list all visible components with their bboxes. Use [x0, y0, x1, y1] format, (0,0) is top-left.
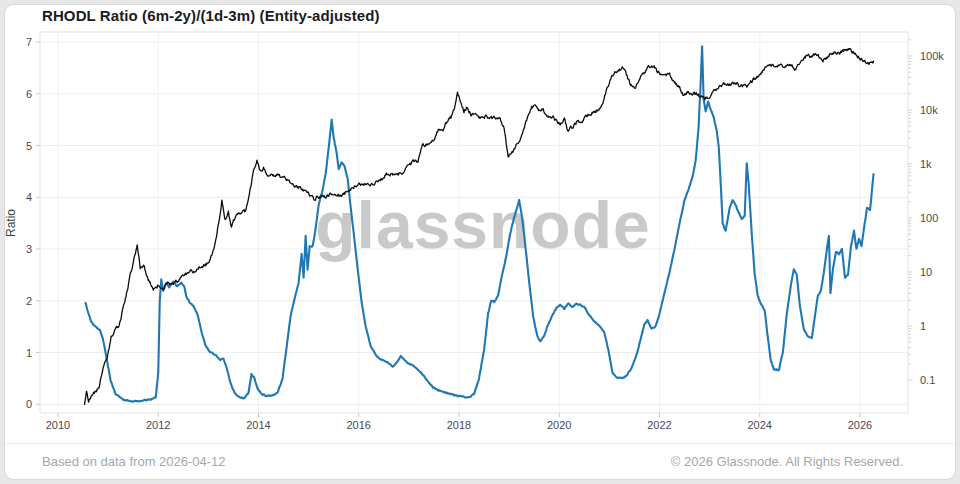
svg-text:1: 1 — [26, 347, 32, 359]
chart-footer: Based on data from 2026-04-12 © 2026 Gla… — [5, 443, 955, 480]
svg-text:0: 0 — [26, 398, 32, 410]
svg-text:Ratio: Ratio — [4, 209, 18, 237]
svg-text:2024: 2024 — [748, 419, 772, 431]
svg-text:6: 6 — [26, 88, 32, 100]
svg-text:2014: 2014 — [246, 419, 270, 431]
svg-text:2020: 2020 — [547, 419, 571, 431]
svg-text:2010: 2010 — [46, 419, 70, 431]
svg-text:5: 5 — [26, 140, 32, 152]
svg-text:100k: 100k — [920, 50, 944, 62]
svg-text:2022: 2022 — [647, 419, 671, 431]
svg-text:0.1: 0.1 — [920, 374, 935, 386]
svg-text:1: 1 — [920, 320, 926, 332]
svg-text:2: 2 — [26, 295, 32, 307]
svg-text:1k: 1k — [920, 158, 932, 170]
svg-text:10: 10 — [920, 266, 932, 278]
svg-text:2012: 2012 — [146, 419, 170, 431]
svg-text:2026: 2026 — [848, 419, 872, 431]
copyright-note: © 2026 Glassnode. All Rights Reserved. — [671, 454, 903, 469]
svg-text:2016: 2016 — [347, 419, 371, 431]
svg-text:3: 3 — [26, 243, 32, 255]
svg-text:2018: 2018 — [447, 419, 471, 431]
svg-text:7: 7 — [26, 36, 32, 48]
svg-text:4: 4 — [26, 191, 32, 203]
svg-text:100: 100 — [920, 212, 938, 224]
glassnode-watermark: glassnode — [315, 188, 650, 262]
chart-canvas[interactable]: glassnode 0 1 2 3 4 5 6 7 2010 2012 2014 2016 2018 20… — [0, 0, 960, 484]
data-source-note: Based on data from 2026-04-12 — [42, 454, 226, 469]
glassnode-chart-page: RHODL Ratio (6m-2y)/(1d-3m) (Entity-adju… — [0, 0, 960, 484]
svg-text:10k: 10k — [920, 104, 938, 116]
